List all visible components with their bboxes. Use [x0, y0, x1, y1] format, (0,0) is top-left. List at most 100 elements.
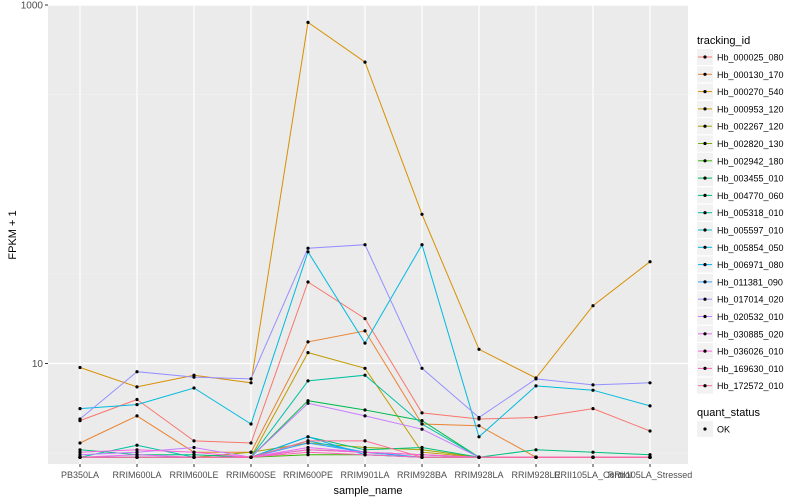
data-point — [591, 304, 595, 308]
data-point — [363, 366, 367, 370]
legend-item: Hb_000953_120 — [697, 100, 784, 117]
data-point — [363, 439, 367, 443]
data-point — [420, 411, 424, 415]
y-axis-title: FPKM + 1 — [7, 210, 19, 259]
data-point — [135, 443, 139, 447]
data-point — [249, 450, 253, 454]
data-point — [306, 439, 310, 443]
legend-label: Hb_002942_180 — [717, 156, 784, 166]
legend-label: Hb_011381_090 — [717, 277, 783, 287]
x-tick-label: RRIM600SE — [226, 470, 276, 480]
data-point — [534, 448, 538, 452]
x-axis: PB350LA RRIM600LA RRIM600LE RRIM600SE RRIM60… — [61, 464, 692, 480]
legend-item: Hb_002820_130 — [697, 135, 784, 152]
legend-key-point — [703, 72, 707, 76]
data-point — [591, 388, 595, 392]
data-point — [135, 450, 139, 454]
legend-item: Hb_000270_540 — [697, 83, 784, 100]
data-point — [363, 243, 367, 247]
grid — [48, 4, 688, 464]
legend-item: Hb_004770_060 — [697, 187, 784, 204]
legend-key-point — [703, 263, 707, 267]
legend-item: Hb_006971_080 — [697, 256, 784, 273]
data-point — [78, 365, 82, 370]
data-point — [363, 414, 367, 418]
data-point — [306, 250, 310, 254]
data-point — [648, 404, 652, 408]
data-point — [591, 383, 595, 387]
legend-key-point — [703, 280, 707, 284]
legend-key-point — [703, 349, 707, 353]
legend-key-point — [703, 332, 707, 336]
data-point — [420, 243, 424, 247]
legend-tracking-id: tracking_id Hb_000025_080 Hb_000130_170 Hb… — [697, 35, 784, 394]
data-point — [192, 455, 196, 459]
data-point — [363, 317, 367, 321]
legend2-title: quant_status — [697, 407, 760, 419]
data-point — [78, 450, 82, 454]
legend-item: Hb_030885_020 — [697, 325, 784, 342]
legend-key-point — [703, 384, 707, 388]
legend-label: Hb_000130_170 — [717, 70, 784, 80]
data-point — [192, 439, 196, 443]
legend-key-point — [703, 55, 707, 59]
data-point — [420, 366, 424, 370]
data-point — [78, 441, 82, 445]
plot-panel — [48, 5, 688, 464]
x-tick-label: RRIM600LA — [112, 470, 161, 480]
data-point — [477, 424, 481, 428]
data-point — [477, 415, 481, 420]
legend-key-point — [703, 228, 707, 232]
data-point — [420, 448, 424, 452]
data-point — [363, 373, 367, 377]
data-point — [363, 445, 367, 450]
data-point — [249, 422, 253, 426]
data-point — [363, 60, 367, 64]
legend-label: Hb_002820_130 — [717, 139, 784, 149]
legend-item: Hb_003455_010 — [697, 170, 784, 187]
legend-key-point — [703, 193, 707, 197]
x-tick-label: RRII105LA_Control — [554, 470, 632, 480]
legend2-label: OK — [717, 425, 730, 435]
legend-label: Hb_020532_010 — [717, 312, 784, 322]
legend-label: Hb_030885_020 — [717, 329, 784, 339]
legend-key-point — [703, 366, 707, 370]
data-point — [192, 445, 196, 450]
legend-item: Hb_005854_050 — [697, 239, 784, 256]
data-point — [192, 450, 196, 454]
legend-item: Hb_169630_010 — [697, 360, 784, 377]
data-point — [135, 453, 139, 457]
data-point — [420, 422, 424, 426]
data-point — [420, 455, 424, 459]
data-point — [477, 347, 481, 351]
data-point — [135, 414, 139, 418]
legend-key-point — [703, 314, 707, 319]
data-point — [363, 453, 367, 457]
data-point — [363, 341, 367, 345]
legend-label: Hb_017014_020 — [717, 295, 784, 305]
data-point — [363, 408, 367, 412]
data-point — [192, 375, 196, 379]
legend-label: Hb_005854_050 — [717, 243, 784, 253]
legend-label: Hb_169630_010 — [717, 364, 784, 374]
data-point — [135, 397, 139, 402]
data-point — [591, 407, 595, 411]
legend-label: Hb_000953_120 — [717, 104, 784, 114]
data-point — [306, 448, 310, 452]
data-point — [648, 453, 652, 457]
legend-key-point — [703, 176, 707, 180]
legend-label: Hb_000025_080 — [717, 53, 784, 63]
data-point — [306, 20, 310, 24]
legend-item: Hb_011381_090 — [697, 273, 783, 290]
legend-label: Hb_005597_010 — [717, 226, 784, 236]
legend-label: Hb_002267_120 — [717, 122, 784, 132]
data-point — [306, 280, 310, 284]
x-tick-label: RRIM600LE — [169, 470, 218, 480]
data-point — [306, 401, 310, 405]
legend-key-point — [703, 297, 707, 301]
data-point — [534, 455, 538, 459]
x-tick-label: PB350LA — [61, 470, 99, 480]
y-axis: 10 1000 — [21, 1, 48, 370]
data-point — [249, 441, 253, 445]
